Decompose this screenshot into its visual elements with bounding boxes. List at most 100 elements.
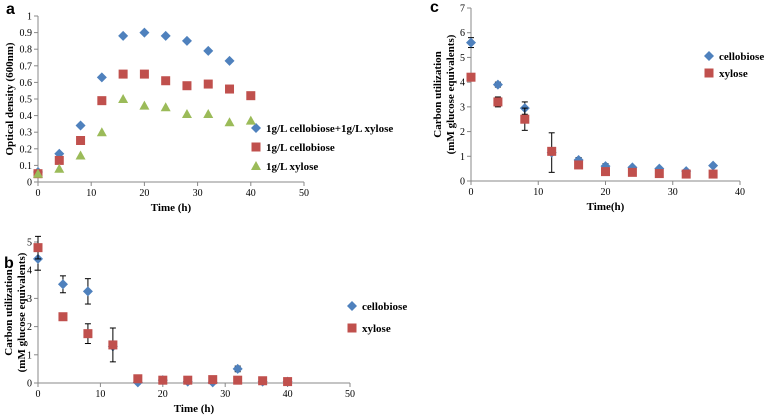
series-cellobiose	[33, 247, 293, 388]
y-tick-label: 0.7	[20, 61, 33, 72]
y-tick-label: 0.2	[20, 144, 33, 155]
data-point	[627, 167, 637, 177]
legend-entry: cellobiose	[362, 301, 407, 313]
y-tick-label: 0.3	[20, 128, 33, 139]
legend-entry: 1g/L xylose	[266, 161, 318, 173]
y-tick-label: 4	[27, 266, 32, 277]
series-1g-l-xylose	[33, 94, 256, 178]
x-tick-label: 20	[139, 188, 149, 199]
legend-marker	[704, 51, 714, 61]
legend-marker	[251, 142, 261, 152]
x-axis-label: Time (h)	[174, 403, 215, 415]
y-tick-label: 0	[460, 177, 465, 188]
data-point	[574, 160, 584, 170]
data-point	[681, 169, 691, 179]
data-point	[224, 55, 235, 66]
data-point	[33, 168, 43, 178]
legend-entry: cellobiose	[719, 51, 764, 63]
data-point	[54, 163, 65, 173]
data-point	[203, 79, 213, 89]
data-point	[224, 117, 235, 127]
series-1g-l-cellobiose	[33, 69, 256, 179]
y-tick-label: 3	[27, 294, 32, 305]
data-point	[118, 30, 129, 41]
y-axis-label-line: (mM glucose equivalents)	[16, 252, 28, 372]
data-point	[76, 136, 86, 145]
data-point	[466, 72, 476, 82]
y-tick-label: 5	[460, 53, 465, 64]
data-point	[58, 312, 68, 322]
data-point	[133, 374, 143, 384]
data-point	[96, 72, 107, 83]
data-point	[118, 94, 129, 103]
panel-label-c: c	[430, 0, 439, 16]
data-point	[181, 108, 192, 118]
legend-marker	[251, 161, 261, 170]
x-tick-label: 30	[668, 187, 678, 198]
legend-entry: 1g/L cellobiose	[266, 142, 335, 154]
y-tick-label: 7	[460, 4, 465, 15]
data-point	[139, 100, 150, 110]
chart-b: b 0 10 20 30 40 50 0 1 2 3 4 5 Time (h) Carbon utiliza…	[3, 235, 407, 415]
x-tick-label: 20	[601, 187, 611, 198]
x-tick-label: 40	[735, 187, 745, 198]
x-tick-label: 50	[345, 389, 355, 400]
y-axis-label-line: Carbon utilization	[432, 51, 444, 137]
data-point	[83, 329, 93, 339]
x-axis-label: Time (h)	[151, 202, 192, 214]
y-axis-label-line: Carbon utilization	[3, 269, 15, 355]
data-point	[232, 363, 243, 374]
data-point	[601, 167, 610, 177]
data-point	[158, 375, 168, 385]
x-tick-label: 50	[299, 188, 309, 199]
legend-entry: xylose	[719, 68, 748, 80]
data-point	[203, 108, 214, 118]
y-tick-label: 0.5	[20, 95, 33, 106]
data-point	[493, 97, 503, 107]
data-point	[183, 375, 193, 385]
y-tick-label: 0.1	[20, 161, 33, 172]
data-point	[139, 27, 150, 38]
data-point	[708, 169, 718, 179]
data-point	[160, 102, 171, 112]
y-tick-label: 1	[460, 152, 465, 163]
x-tick-label: 10	[533, 187, 543, 198]
panel-label-b: b	[4, 255, 14, 272]
legend-marker	[704, 68, 714, 78]
data-point	[246, 91, 256, 101]
data-point	[139, 69, 149, 79]
data-point	[466, 37, 476, 48]
x-tick-label: 30	[220, 389, 230, 400]
panel-label-a: a	[6, 1, 15, 18]
data-point	[75, 120, 86, 131]
data-point	[108, 340, 118, 350]
data-point	[161, 76, 171, 86]
data-point	[182, 81, 192, 91]
series-xylose	[33, 235, 293, 387]
y-tick-label: 0.8	[20, 45, 33, 56]
x-tick-label: 40	[283, 389, 293, 400]
legend-entry: 1g/L cellobiose+1g/L xylose	[266, 123, 393, 135]
legend-marker	[347, 301, 357, 311]
data-point	[82, 286, 93, 297]
y-tick-label: 3	[460, 102, 465, 113]
data-point	[54, 155, 64, 165]
data-point	[97, 96, 107, 106]
data-point	[283, 377, 293, 387]
legend-entry: xylose	[362, 323, 391, 335]
data-point	[181, 35, 192, 46]
data-point	[225, 84, 235, 94]
x-tick-label: 10	[95, 389, 105, 400]
y-tick-label: 1	[27, 350, 32, 361]
y-tick-label: 0.9	[20, 28, 33, 39]
y-tick-label: 4	[460, 78, 465, 89]
data-point	[654, 169, 664, 179]
series-cellobiose	[466, 37, 719, 177]
y-tick-label: 5	[27, 238, 32, 249]
x-tick-label: 10	[86, 188, 96, 199]
data-point	[118, 69, 128, 79]
y-axis-label: Optical density (600nm)	[4, 42, 16, 155]
data-point	[492, 79, 503, 90]
data-point	[245, 115, 256, 125]
